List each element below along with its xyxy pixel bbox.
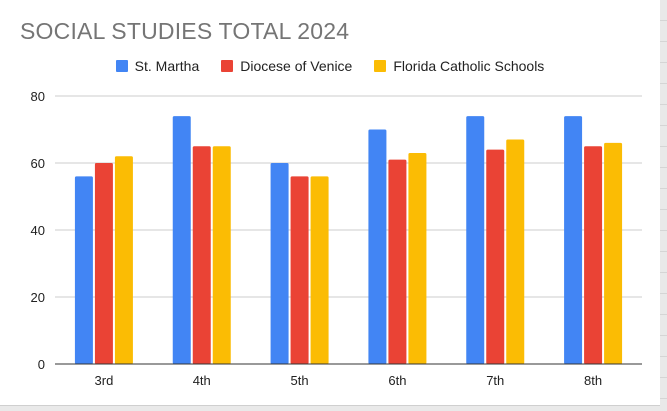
- y-tick-label: 40: [31, 223, 45, 238]
- bar[interactable]: [192, 146, 211, 364]
- bar[interactable]: [506, 139, 525, 364]
- axes: 0 20 40 60 80 3rd 4th 5th 6th 7th 8th: [31, 89, 642, 388]
- legend-label: Diocese of Venice: [240, 58, 353, 74]
- y-tick-label: 60: [31, 156, 45, 171]
- legend-item-diocese-of-venice[interactable]: Diocese of Venice: [221, 58, 352, 74]
- legend-item-st-martha[interactable]: St. Martha: [115, 58, 200, 74]
- legend-item-florida-catholic-schools[interactable]: Florida Catholic Schools: [374, 58, 544, 74]
- x-tick-label: 4th: [193, 373, 211, 388]
- bar[interactable]: [368, 129, 387, 365]
- legend-swatch: [115, 60, 128, 72]
- bar[interactable]: [74, 176, 93, 364]
- bar[interactable]: [604, 142, 623, 364]
- x-tick-label: 3rd: [95, 373, 114, 388]
- chart-legend: St. Martha Diocese of Venice Florida Cat…: [0, 58, 660, 74]
- legend-label: Florida Catholic Schools: [393, 58, 545, 74]
- bar[interactable]: [310, 176, 329, 364]
- bar[interactable]: [114, 156, 133, 364]
- bar[interactable]: [466, 116, 485, 364]
- bar[interactable]: [486, 149, 505, 364]
- bar[interactable]: [172, 116, 191, 364]
- x-tick-label: 5th: [291, 373, 309, 388]
- bar[interactable]: [290, 176, 309, 364]
- x-tick-label: 8th: [584, 373, 602, 388]
- chart-title: SOCIAL STUDIES TOTAL 2024: [20, 18, 350, 44]
- bar[interactable]: [270, 163, 289, 364]
- gridlines: [55, 95, 642, 298]
- legend-label: St. Martha: [134, 58, 200, 74]
- legend-swatch: [221, 60, 234, 72]
- sheet-grid-edge: [660, 0, 667, 411]
- y-tick-label: 20: [31, 290, 45, 305]
- chart-card: SOCIAL STUDIES TOTAL 2024 St. Martha Dio…: [0, 0, 661, 406]
- bar[interactable]: [212, 146, 231, 364]
- bar[interactable]: [408, 152, 427, 364]
- y-tick-label: 80: [31, 89, 45, 104]
- legend-swatch: [374, 60, 387, 72]
- bars: [74, 116, 623, 365]
- bar[interactable]: [564, 116, 583, 364]
- bar[interactable]: [388, 159, 407, 364]
- bar[interactable]: [584, 146, 603, 364]
- x-tick-label: 6th: [388, 373, 406, 388]
- x-tick-label: 7th: [486, 373, 504, 388]
- bar[interactable]: [94, 163, 113, 364]
- y-tick-label: 0: [38, 357, 45, 372]
